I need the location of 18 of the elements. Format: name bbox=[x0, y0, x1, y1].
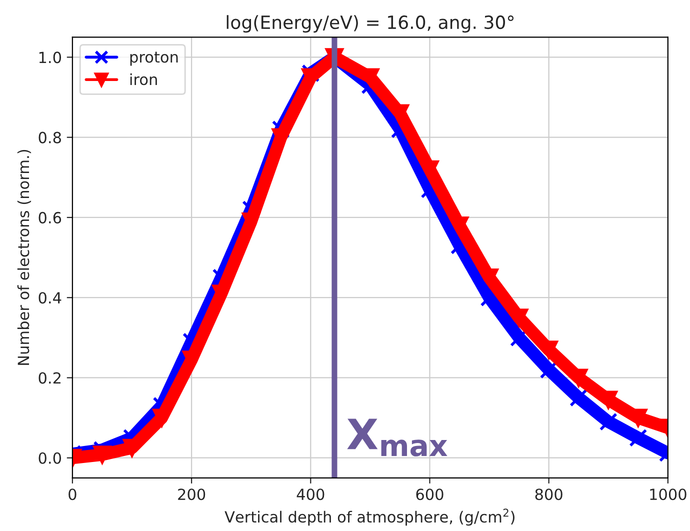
x-tick-label: 200 bbox=[178, 488, 206, 500]
y-axis-title: Number of electrons (norm.) bbox=[17, 150, 32, 365]
ref-line-label: X$_{max}$ bbox=[347, 418, 448, 456]
x-axis-title: Vertical depth of atmosphere, (g/cm$^{2}$) bbox=[224, 508, 514, 526]
y-tick-label: 0.6 bbox=[38, 212, 62, 224]
y-tick-label: 0.4 bbox=[38, 292, 62, 304]
chart-title: log(Energy/eV) = 16.0, ang. 30° bbox=[226, 15, 514, 33]
x-tick-label: 0 bbox=[68, 488, 76, 500]
y-tick-label: 0.8 bbox=[38, 132, 61, 144]
y-tick-label: 0.0 bbox=[38, 452, 62, 464]
y-tick-label: 0.2 bbox=[38, 372, 61, 384]
y-tick-label: 1.0 bbox=[39, 52, 62, 64]
x-tick-label: 800 bbox=[535, 488, 562, 500]
x-tick-label: 400 bbox=[296, 488, 324, 500]
x-tick-label: 600 bbox=[416, 488, 444, 500]
x-tick-label: 1000 bbox=[650, 488, 686, 500]
legend-label: iron bbox=[130, 73, 157, 86]
legend-label: proton bbox=[130, 52, 178, 66]
